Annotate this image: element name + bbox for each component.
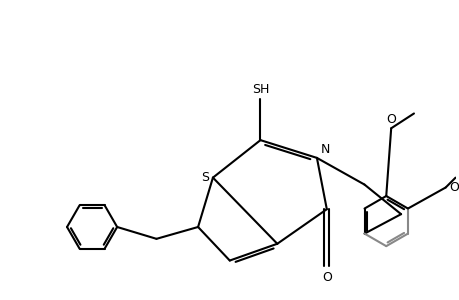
Text: N: N bbox=[320, 142, 329, 156]
Text: SH: SH bbox=[251, 83, 269, 96]
Text: O: O bbox=[448, 181, 458, 194]
Text: S: S bbox=[201, 171, 209, 184]
Text: O: O bbox=[321, 271, 331, 284]
Text: O: O bbox=[386, 113, 395, 126]
